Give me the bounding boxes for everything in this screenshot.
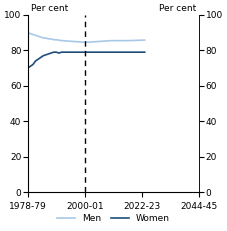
Women bbox=[71, 51, 73, 54]
Men bbox=[138, 39, 141, 42]
Men bbox=[99, 40, 102, 43]
Men bbox=[55, 38, 58, 41]
Men bbox=[81, 41, 84, 43]
Women bbox=[115, 51, 117, 54]
Men bbox=[133, 39, 136, 42]
Women bbox=[39, 56, 42, 59]
Text: Per cent: Per cent bbox=[159, 4, 196, 13]
Women bbox=[76, 51, 79, 54]
Men bbox=[34, 34, 37, 37]
Men bbox=[42, 36, 45, 39]
Women bbox=[55, 51, 58, 54]
Men bbox=[136, 39, 138, 42]
Men bbox=[44, 36, 47, 39]
Women bbox=[32, 63, 34, 66]
Men bbox=[50, 37, 52, 40]
Men bbox=[86, 41, 89, 44]
Women bbox=[123, 51, 125, 54]
Men bbox=[91, 40, 94, 43]
Line: Women: Women bbox=[28, 52, 145, 68]
Men bbox=[26, 31, 29, 34]
Men bbox=[125, 39, 128, 42]
Women bbox=[136, 51, 138, 54]
Men bbox=[104, 40, 107, 43]
Men bbox=[29, 32, 32, 35]
Women bbox=[110, 51, 112, 54]
Men bbox=[89, 41, 91, 43]
Women bbox=[50, 52, 52, 55]
Line: Men: Men bbox=[28, 33, 145, 43]
Women bbox=[96, 51, 99, 54]
Women bbox=[42, 54, 45, 57]
Text: Per cent: Per cent bbox=[31, 4, 68, 13]
Men bbox=[71, 40, 73, 43]
Men bbox=[123, 39, 125, 42]
Women bbox=[81, 51, 84, 54]
Men bbox=[94, 40, 97, 43]
Women bbox=[99, 51, 102, 54]
Men bbox=[107, 40, 110, 42]
Women bbox=[94, 51, 97, 54]
Women bbox=[26, 67, 29, 70]
Women bbox=[138, 51, 141, 54]
Men bbox=[96, 40, 99, 43]
Women bbox=[63, 51, 65, 54]
Men bbox=[57, 39, 60, 42]
Women bbox=[37, 58, 39, 61]
Women bbox=[91, 51, 94, 54]
Men bbox=[102, 40, 104, 43]
Men bbox=[78, 40, 81, 43]
Men bbox=[32, 33, 34, 36]
Men bbox=[141, 39, 143, 42]
Men bbox=[143, 39, 146, 42]
Women bbox=[34, 60, 37, 62]
Women bbox=[29, 65, 32, 68]
Women bbox=[141, 51, 143, 54]
Women bbox=[117, 51, 120, 54]
Women bbox=[44, 53, 47, 56]
Women bbox=[84, 51, 86, 54]
Men bbox=[130, 39, 133, 42]
Men bbox=[117, 39, 120, 42]
Women bbox=[65, 51, 68, 54]
Men bbox=[128, 39, 131, 42]
Men bbox=[110, 39, 112, 42]
Women bbox=[112, 51, 115, 54]
Women bbox=[120, 51, 123, 54]
Women bbox=[57, 52, 60, 55]
Women bbox=[86, 51, 89, 54]
Men bbox=[84, 41, 86, 44]
Men bbox=[37, 35, 39, 38]
Men bbox=[65, 40, 68, 43]
Men bbox=[60, 39, 63, 42]
Women bbox=[107, 51, 110, 54]
Women bbox=[68, 51, 71, 54]
Women bbox=[133, 51, 136, 54]
Women bbox=[60, 51, 63, 54]
Women bbox=[78, 51, 81, 54]
Men bbox=[120, 39, 123, 42]
Men bbox=[115, 39, 117, 42]
Men bbox=[68, 40, 71, 43]
Men bbox=[112, 39, 115, 42]
Women bbox=[73, 51, 76, 54]
Women bbox=[47, 53, 50, 55]
Women bbox=[128, 51, 131, 54]
Legend: Men, Women: Men, Women bbox=[54, 210, 173, 227]
Women bbox=[143, 51, 146, 54]
Women bbox=[102, 51, 104, 54]
Men bbox=[47, 37, 50, 40]
Men bbox=[73, 40, 76, 43]
Women bbox=[125, 51, 128, 54]
Men bbox=[76, 40, 79, 43]
Women bbox=[104, 51, 107, 54]
Men bbox=[63, 39, 65, 42]
Men bbox=[39, 36, 42, 39]
Women bbox=[130, 51, 133, 54]
Women bbox=[89, 51, 91, 54]
Men bbox=[52, 38, 55, 41]
Women bbox=[52, 51, 55, 54]
